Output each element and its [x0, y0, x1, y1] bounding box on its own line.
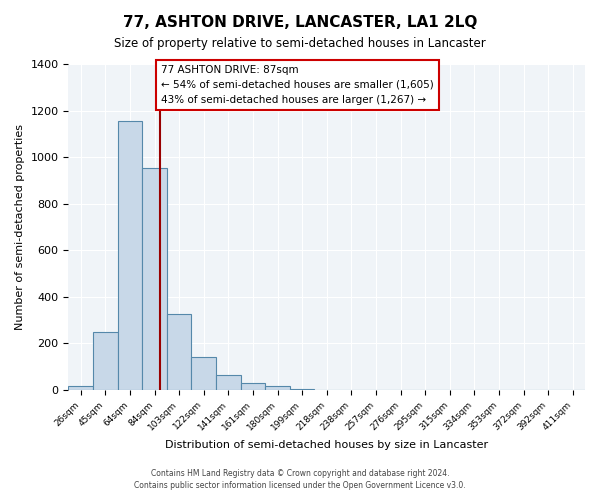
X-axis label: Distribution of semi-detached houses by size in Lancaster: Distribution of semi-detached houses by …	[165, 440, 488, 450]
Bar	[93, 332, 118, 390]
Bar	[241, 384, 265, 390]
Bar	[290, 388, 314, 390]
Text: 77 ASHTON DRIVE: 87sqm
← 54% of semi-detached houses are smaller (1,605)
43% of : 77 ASHTON DRIVE: 87sqm ← 54% of semi-det…	[161, 65, 434, 105]
Text: Size of property relative to semi-detached houses in Lancaster: Size of property relative to semi-detach…	[114, 38, 486, 51]
Bar	[142, 168, 167, 390]
Bar	[265, 386, 290, 390]
Bar	[167, 314, 191, 390]
Bar	[68, 386, 93, 390]
Text: 77, ASHTON DRIVE, LANCASTER, LA1 2LQ: 77, ASHTON DRIVE, LANCASTER, LA1 2LQ	[123, 15, 477, 30]
Bar	[191, 358, 216, 390]
Y-axis label: Number of semi-detached properties: Number of semi-detached properties	[15, 124, 25, 330]
Bar	[216, 374, 241, 390]
Bar	[118, 121, 142, 390]
Text: Contains HM Land Registry data © Crown copyright and database right 2024.
Contai: Contains HM Land Registry data © Crown c…	[134, 469, 466, 490]
